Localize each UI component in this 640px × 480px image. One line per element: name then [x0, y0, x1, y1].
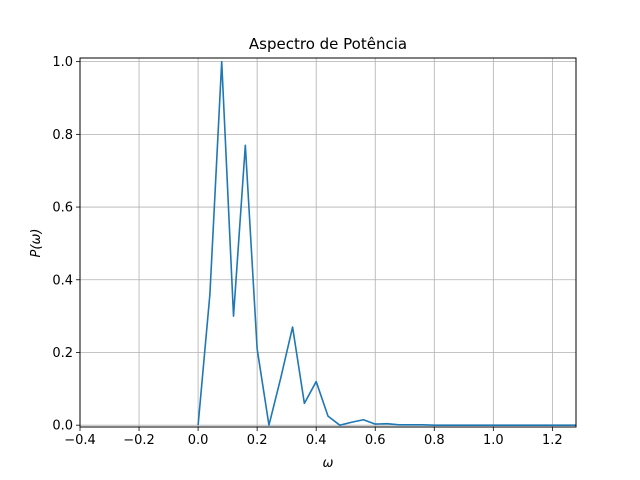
- x-tick-label: 0.0: [188, 433, 209, 448]
- x-tick-label: 0.4: [306, 433, 327, 448]
- x-axis-label: ω: [323, 456, 334, 471]
- x-tick-label: 1.0: [483, 433, 504, 448]
- y-tick-label: 0.4: [52, 273, 73, 288]
- y-tick-label: 1.0: [52, 55, 73, 70]
- x-tick-label: 0.8: [424, 433, 445, 448]
- x-tick-label: 0.2: [247, 433, 268, 448]
- axes-frame: [79, 57, 577, 428]
- y-tick-label: 0.6: [52, 201, 73, 216]
- x-tick-label: −0.4: [64, 433, 96, 448]
- y-tick-label: 0.2: [52, 346, 73, 361]
- axis-ticks: −0.4 −0.2 0.0 0.2 0.4 0.6 0.8 1.0 1.2 0.0 0.2 0.4 0.…: [52, 55, 562, 448]
- x-tick-label: −0.2: [123, 433, 155, 448]
- plot-area: [197, 60, 576, 426]
- y-tick-label: 0.8: [52, 128, 73, 143]
- x-tick-label: 1.2: [542, 433, 563, 448]
- y-tick-label: 0.0: [52, 419, 73, 434]
- series-line-0: [197, 60, 576, 426]
- grid-lines: [79, 58, 576, 427]
- chart-title: Aspectro de Potência: [249, 35, 407, 53]
- y-axis-label: P(ω): [29, 229, 44, 258]
- x-tick-label: 0.6: [365, 433, 386, 448]
